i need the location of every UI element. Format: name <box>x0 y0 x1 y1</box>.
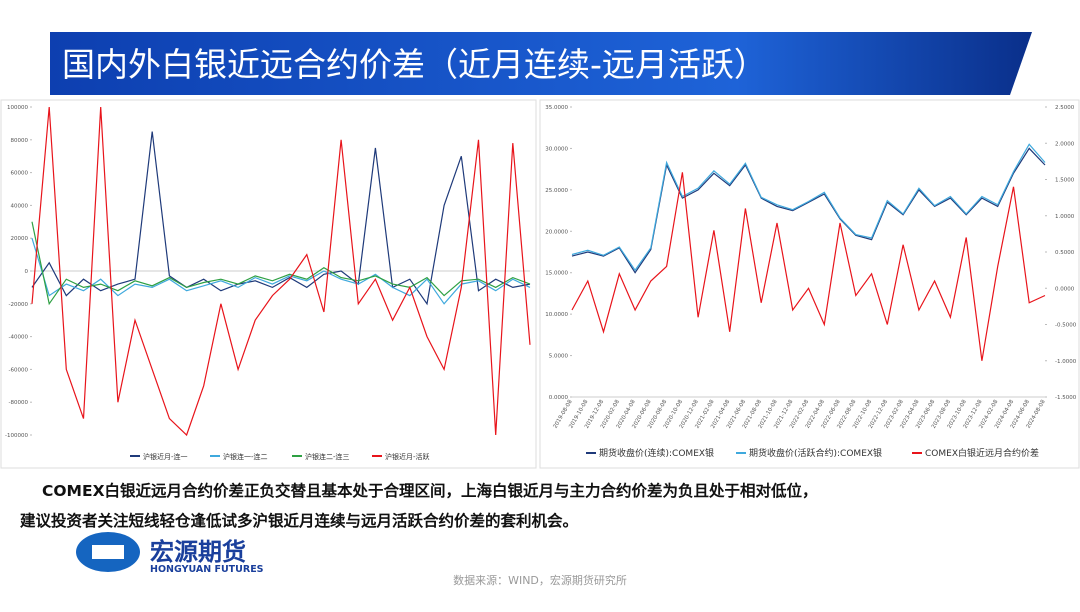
y2-tick-label: 2.0000 <box>1055 141 1075 147</box>
legend-label: 期货收盘价(连续):COMEX银 <box>599 447 714 459</box>
y-tick-label: 100000 <box>7 105 28 111</box>
body-text: COMEX白银近远月合约价差正负交替且基本处于合理区间，上海白银近月与主力合约价… <box>42 481 818 500</box>
y-tick-label: 0.0000 <box>549 395 569 401</box>
y2-tick-label: -0.5000 <box>1055 323 1077 329</box>
series-line <box>571 172 1046 361</box>
title-banner <box>50 32 1032 95</box>
y-tick-label: 60000 <box>11 171 29 177</box>
y-tick-label: -100000 <box>5 433 28 439</box>
y-tick-label: 10.0000 <box>545 312 568 318</box>
legend-label: 沪银连二-连三 <box>305 452 350 461</box>
y-tick-label: -20000 <box>9 302 29 308</box>
logo: 宏源期货 HONGYUAN FUTURES <box>76 532 264 575</box>
y-tick-label: 80000 <box>11 138 29 144</box>
y2-tick-label: 0.0000 <box>1055 286 1075 292</box>
source: 数据来源：WIND，宏源期货研究所 <box>453 573 627 587</box>
logo-mark <box>92 545 124 559</box>
y-tick-label: 30.0000 <box>545 146 568 152</box>
series-line <box>31 131 531 306</box>
series-line <box>31 106 531 437</box>
y-tick-label: -40000 <box>9 335 29 341</box>
y-tick-label: 25.0000 <box>545 188 568 194</box>
chart-frame <box>539 99 1080 469</box>
legend-label: COMEX白银近远月合约价差 <box>925 447 1039 459</box>
body-text: 建议投资者关注短线轻仓逢低试多沪银近月连续与远月活跃合约价差的套利机会。 <box>20 511 578 530</box>
y2-tick-label: 1.5000 <box>1055 178 1075 184</box>
series-line <box>571 143 1046 272</box>
y-tick-label: 20.0000 <box>545 229 568 235</box>
y-tick-label: 40000 <box>11 203 29 209</box>
y2-tick-label: 0.5000 <box>1055 250 1075 256</box>
y-tick-label: 15.0000 <box>545 271 568 277</box>
y-tick-label: 20000 <box>11 236 29 242</box>
y-tick-label: -80000 <box>9 400 29 406</box>
y2-tick-label: 2.5000 <box>1055 105 1075 111</box>
y2-tick-label: -1.0000 <box>1055 359 1077 365</box>
logo-english: HONGYUAN FUTURES <box>150 564 264 575</box>
legend-label: 期货收盘价(活跃合约):COMEX银 <box>749 447 882 459</box>
y-tick-label: -60000 <box>9 367 29 373</box>
y2-tick-label: 1.0000 <box>1055 214 1075 220</box>
title: 国内外白银近远合约价差（近月连续-远月活跃） <box>62 45 767 84</box>
y-tick-label: 0 <box>25 269 29 275</box>
logo-name: 宏源期货 <box>150 538 246 566</box>
y-tick-label: 35.0000 <box>545 105 568 111</box>
legend-label: 沪银近月-连一 <box>143 452 188 461</box>
legend-label: 沪银连一-连二 <box>223 452 268 461</box>
legend-label: 沪银近月-活跃 <box>385 452 430 461</box>
y2-tick-label: -1.5000 <box>1055 395 1077 401</box>
y-tick-label: 5.0000 <box>549 354 569 360</box>
series-line <box>31 238 531 305</box>
series-line <box>31 221 531 306</box>
